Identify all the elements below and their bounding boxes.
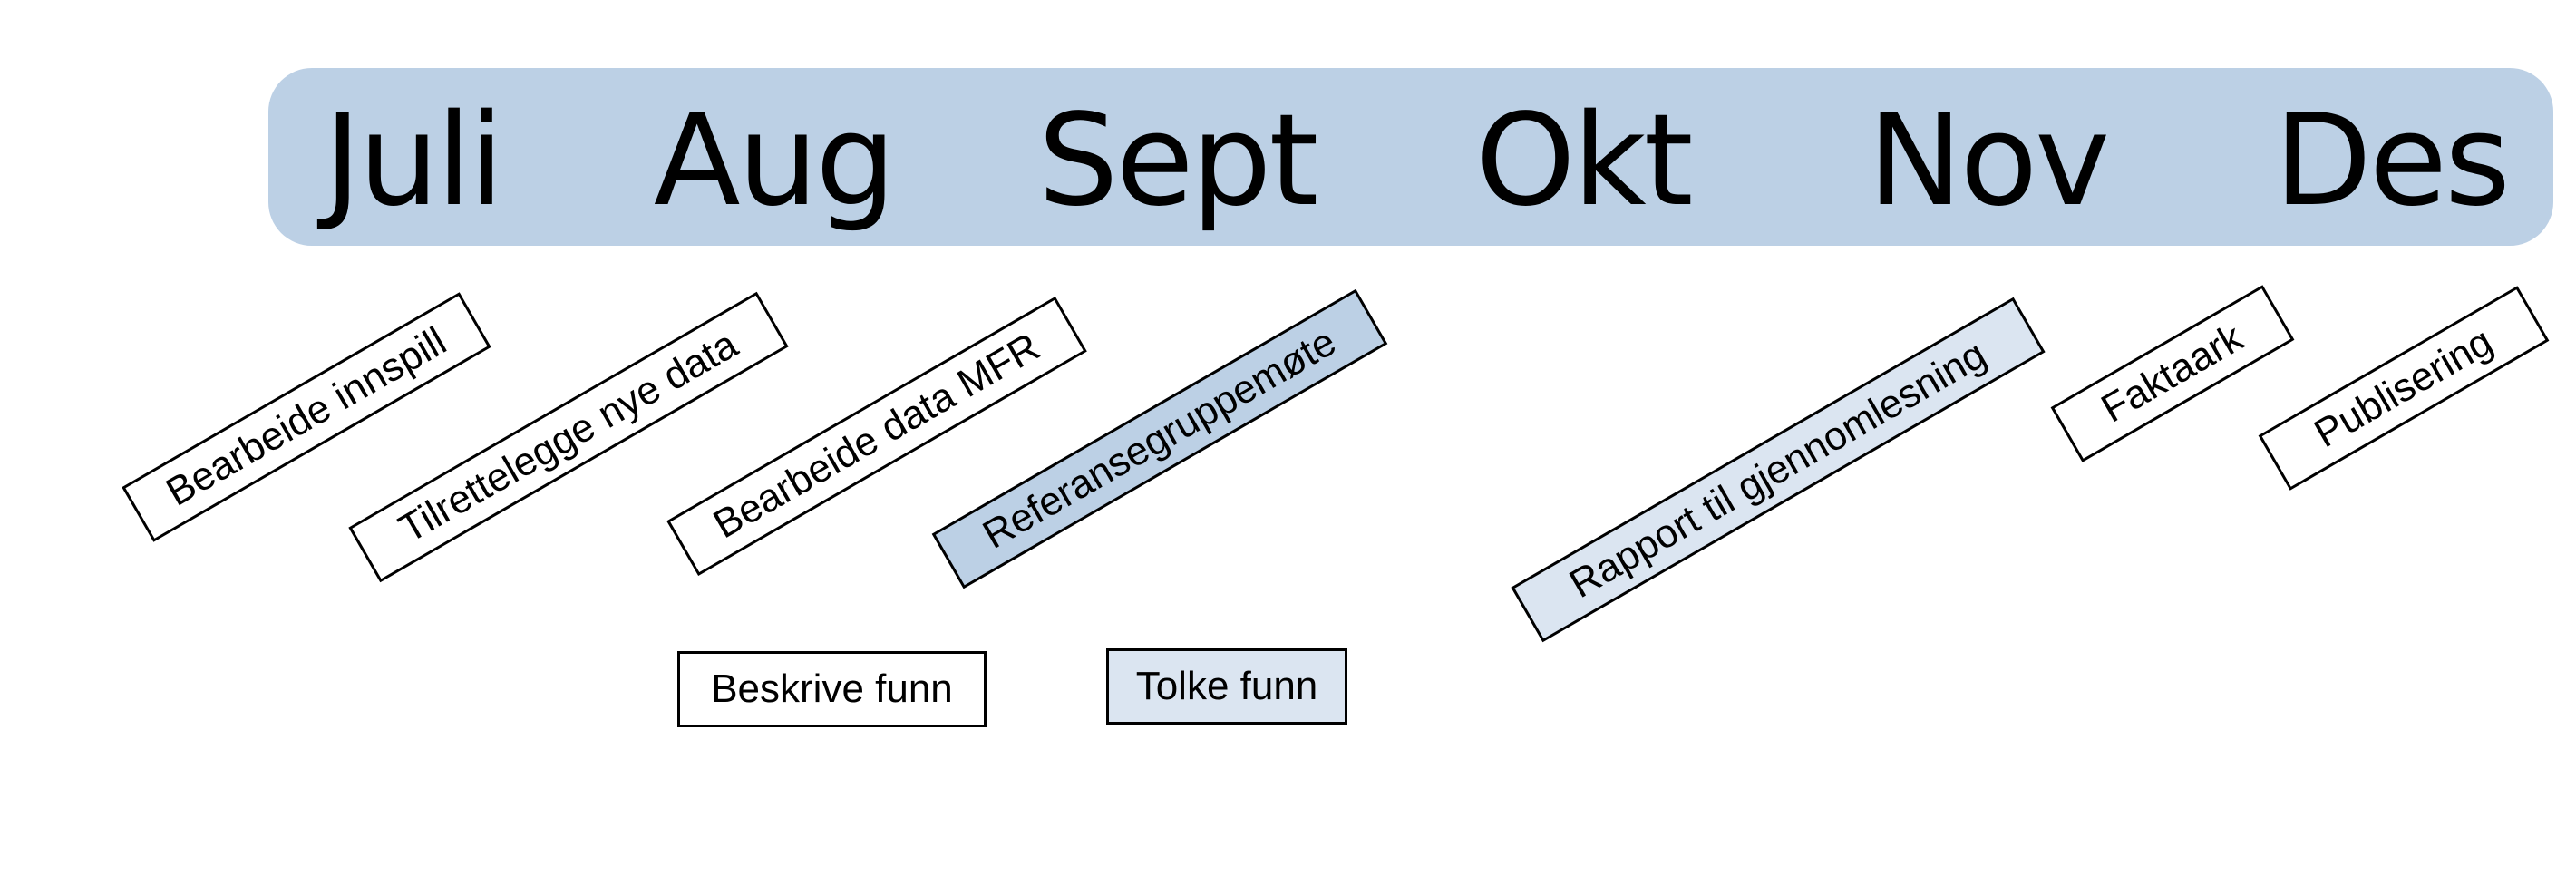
task-tolke-funn: Tolke funn — [1106, 648, 1347, 725]
month-label-nov: Nov — [1868, 89, 2107, 234]
task-rapport-til-gjennomlesning: Rapport til gjennomlesning — [1511, 297, 2045, 643]
month-label-okt: Okt — [1475, 89, 1690, 234]
month-label-aug: Aug — [654, 89, 893, 234]
month-label-juli: Juli — [324, 89, 501, 234]
task-publisering: Publisering — [2259, 286, 2550, 491]
month-label-sept: Sept — [1038, 89, 1317, 234]
month-label-des: Des — [2274, 89, 2508, 234]
task-beskrive-funn: Beskrive funn — [677, 651, 987, 727]
month-bar — [268, 68, 2553, 246]
